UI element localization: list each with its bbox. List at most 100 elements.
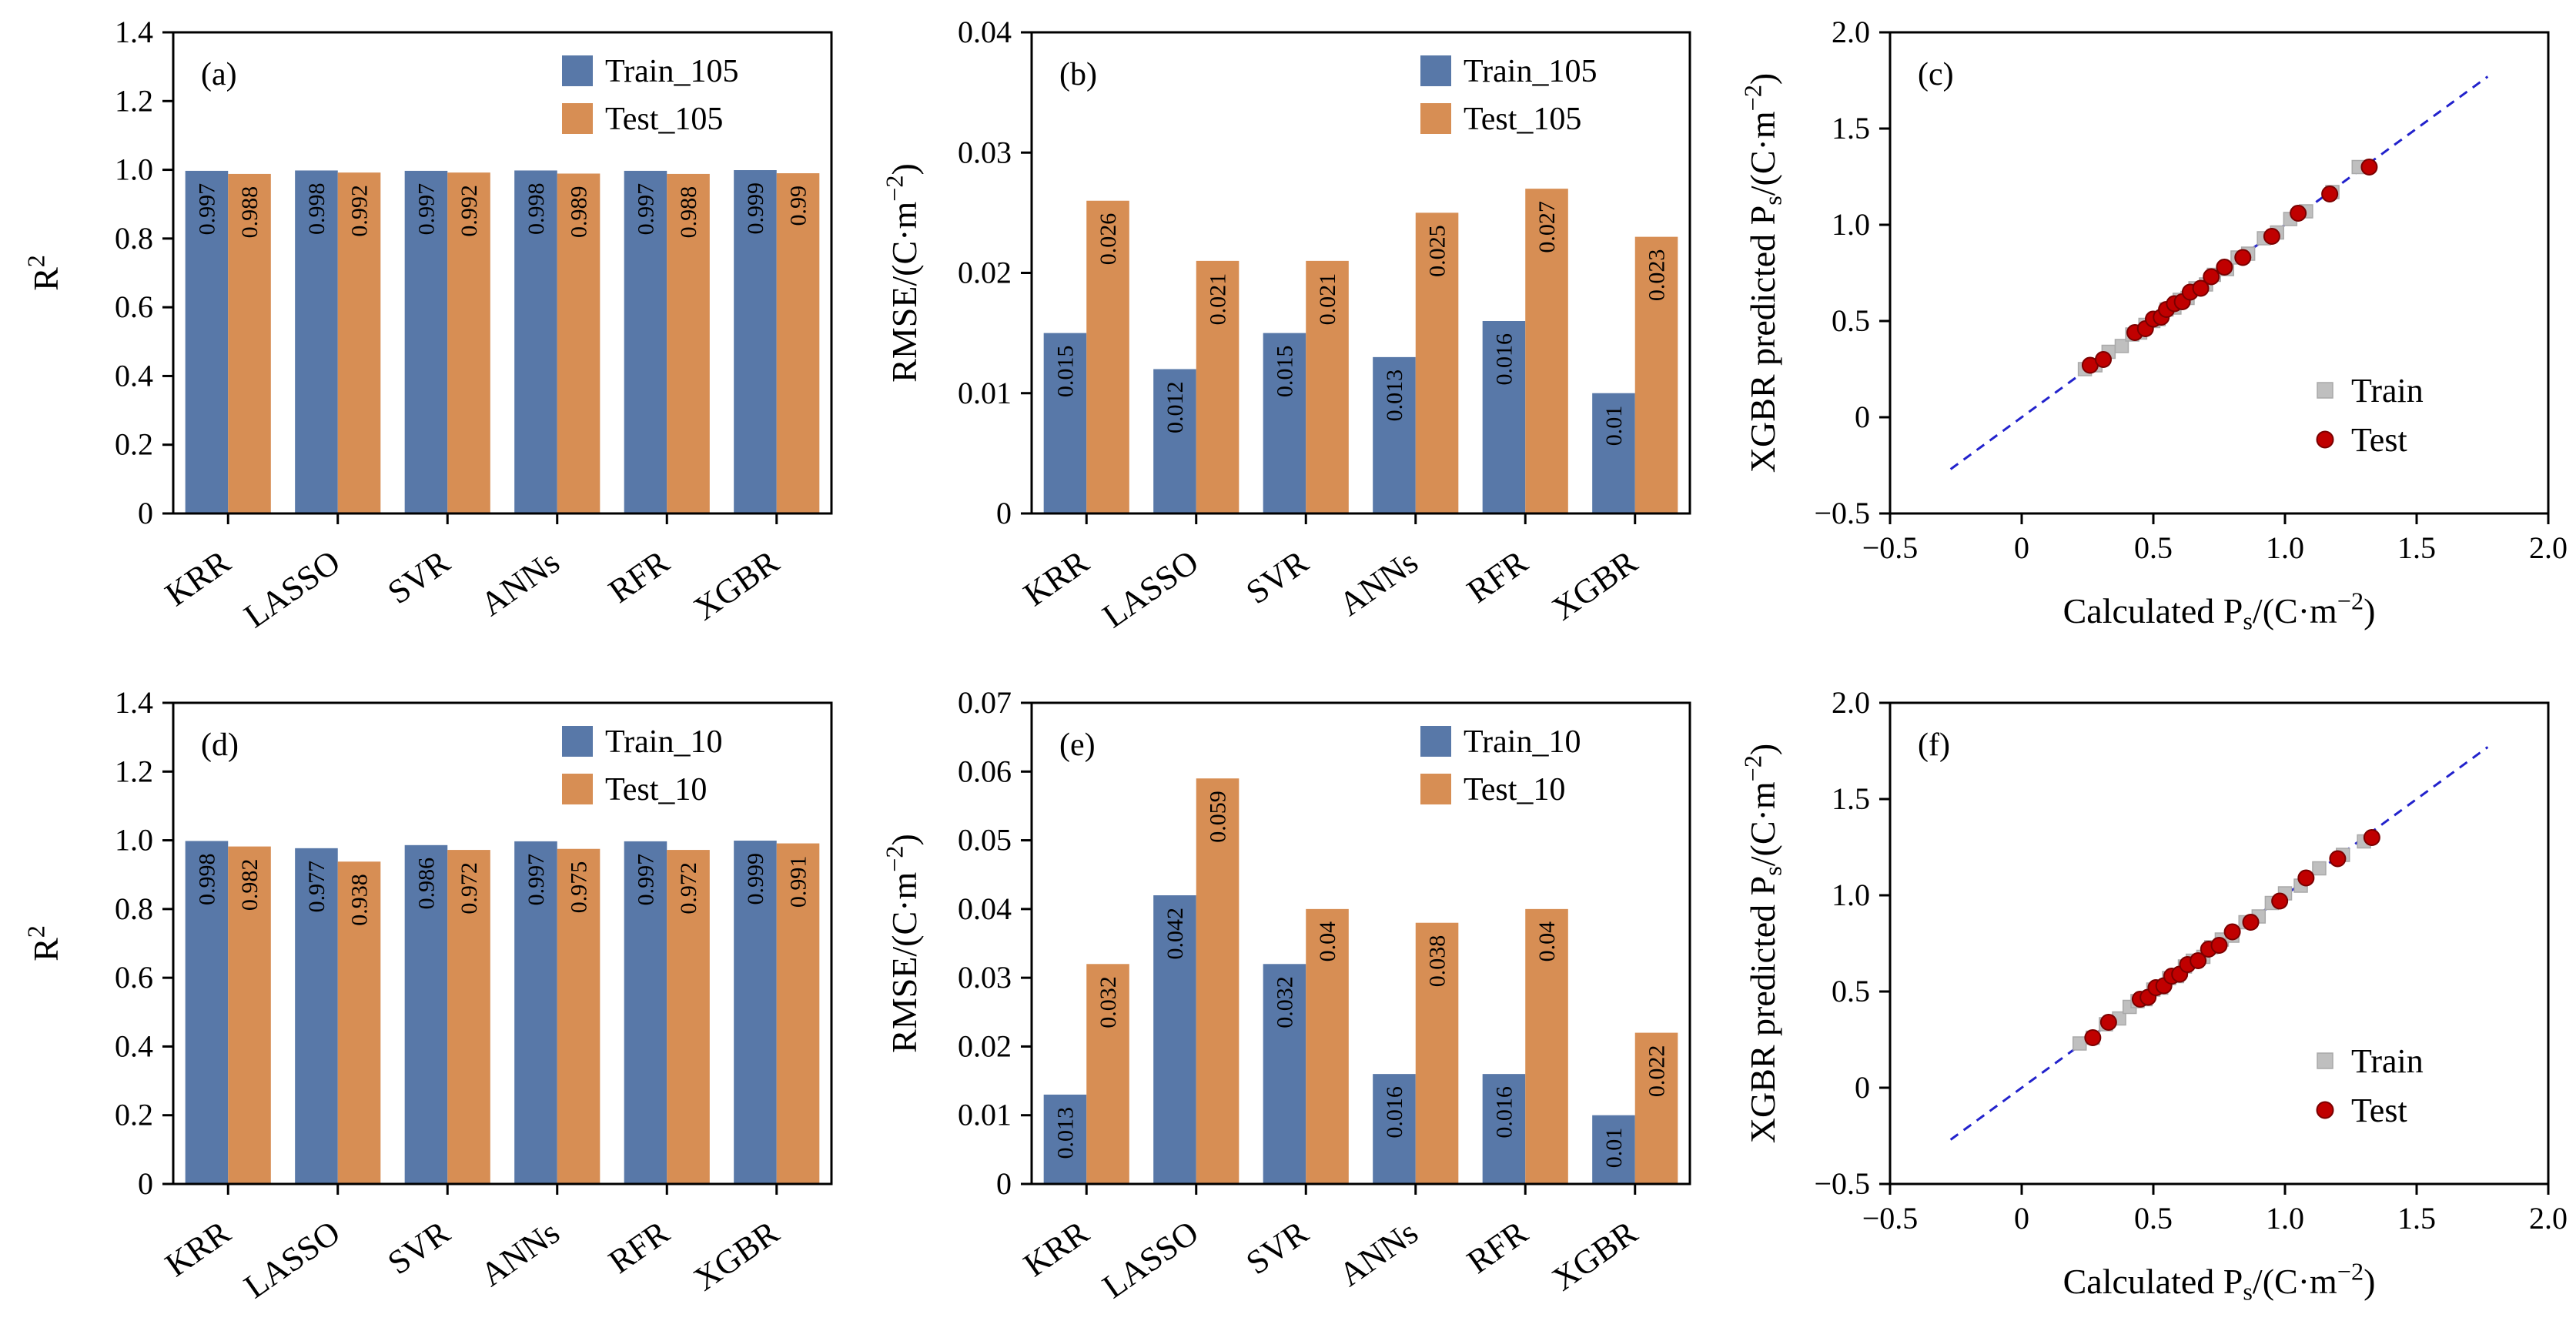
x-category-label: XGBR [687, 543, 786, 628]
bar-Test_105-XGBR [1634, 236, 1678, 513]
panel-label: (f) [1918, 727, 1950, 763]
bar-value-label: 0.021 [1205, 273, 1230, 326]
y-tick-label: 0.5 [1832, 974, 1870, 1008]
panel-label: (a) [201, 57, 237, 92]
y-tick-label: 0.05 [958, 823, 1012, 858]
bar-Train_10-XGBR [1592, 1115, 1635, 1184]
marker-Train [2114, 339, 2129, 353]
y-tick-label: 0.02 [958, 1028, 1012, 1063]
y-tick-label: 1.0 [115, 152, 153, 187]
x-category-label: ANNs [1332, 543, 1424, 624]
marker-Test [2099, 1014, 2117, 1031]
bar-Train_105-SVR [1263, 333, 1306, 513]
bar-Test_10-LASSO [1196, 778, 1239, 1184]
y-tick-label: 0.03 [958, 960, 1012, 995]
bar-Test_10-RFR [1525, 908, 1568, 1184]
bar-value-label: 0.998 [304, 182, 330, 235]
bar-Train_105-LASSO [1153, 369, 1196, 513]
bar-value-label: 0.042 [1163, 908, 1188, 960]
marker-Test [2263, 228, 2280, 245]
y-tick-label: 0.5 [1832, 303, 1870, 338]
y-tick-label: 0 [1855, 1070, 1870, 1105]
marker-Test [2363, 829, 2380, 846]
y-tick-label: 1.5 [1832, 781, 1870, 816]
x-category-label: ANNs [473, 543, 566, 624]
x-category-label: SVR [1239, 1213, 1316, 1282]
bar-Test_10-XGBR [776, 843, 820, 1184]
bar-value-label: 0.972 [457, 862, 482, 915]
bar-Train_10-LASSO [295, 848, 338, 1184]
legend-label: Train_105 [1464, 54, 1597, 89]
bar-value-label: 0.025 [1424, 225, 1450, 277]
bar-Train_105-ANNs [514, 170, 557, 513]
y-tick-label: 2.0 [1832, 685, 1870, 720]
legend-label: Train_10 [1464, 724, 1581, 760]
x-tick-label: −0.5 [1862, 1201, 1919, 1236]
legend-label: Test_10 [605, 772, 707, 808]
x-tick-label: 2.0 [2529, 1201, 2568, 1236]
y-tick-label: 0.07 [958, 685, 1012, 720]
x-category-label: RFR [602, 543, 677, 610]
legend-swatch [562, 726, 593, 757]
bar-value-label: 0.977 [304, 861, 330, 913]
marker-Test [2203, 268, 2220, 286]
bar-Train_10-XGBR [734, 841, 777, 1184]
legend-marker-Train [2317, 382, 2333, 399]
x-category-label: KRR [1017, 543, 1096, 614]
fit-line [1949, 75, 2489, 470]
bar-Train_10-SVR [404, 844, 448, 1184]
marker-Test [2084, 1029, 2102, 1046]
x-category-label: KRR [1017, 1213, 1096, 1284]
bar-value-label: 0.972 [676, 862, 701, 915]
x-tick-label: −0.5 [1862, 530, 1919, 565]
bar-value-label: 0.986 [413, 858, 439, 910]
panel-e: 0 0.01 0.02 0.03 0.04 0.05 0.06 0.07 KRR LASSO SVR… [858, 670, 1717, 1341]
legend-swatch [1420, 55, 1451, 86]
bar-Train_105-XGBR [734, 170, 777, 513]
bar-Test_105-SVR [447, 172, 490, 513]
bar-value-label: 0.992 [457, 185, 482, 237]
x-tick-label: 0 [2014, 530, 2029, 565]
legend-swatch [1420, 103, 1451, 134]
y-tick-label: 1.0 [1832, 207, 1870, 242]
marker-Test [2192, 279, 2210, 297]
bar-value-label: 0.012 [1163, 382, 1188, 434]
panel-c: −0.5 −0.5 0 0 0.5 0.5 1.0 1.0 1.5 1.5 2.0 2.0 (c) Tra… [1717, 0, 2575, 670]
bar-value-label: 0.027 [1534, 201, 1560, 253]
bar-value-label: 0.989 [566, 186, 591, 238]
y-tick-label: 0.04 [958, 891, 1012, 926]
chart-a: 0 0.2 0.4 0.6 0.8 1.0 1.2 1.4 KRR LASSO SVR ANNs RFR… [22, 15, 833, 635]
x-category-label: ANNs [1332, 1213, 1424, 1294]
x-category-label: XGBR [687, 1213, 786, 1299]
marker-Train [2072, 1036, 2087, 1051]
bar-value-label: 0.026 [1096, 213, 1121, 266]
bar-Test_105-KRR [1086, 200, 1129, 513]
x-category-label: RFR [1460, 1213, 1535, 1281]
y-tick-label: 0.03 [958, 135, 1012, 169]
marker-Test [2360, 159, 2378, 176]
legend-swatch [562, 774, 593, 804]
panel-label: (e) [1059, 727, 1096, 763]
bar-value-label: 0.997 [633, 854, 658, 905]
marker-Test [2242, 914, 2260, 931]
y-tick-label: 0.06 [958, 754, 1012, 788]
y-axis-label: R2 [22, 925, 65, 961]
legend-label: Train_10 [605, 724, 722, 760]
x-category-label: SVR [381, 543, 457, 612]
bar-Train_10-ANNs [1373, 1074, 1416, 1184]
y-axis-label: RMSE/(C·m−2) [881, 834, 924, 1053]
bar-value-label: 0.938 [346, 874, 372, 926]
bar-value-label: 0.991 [785, 856, 811, 908]
bar-value-label: 0.015 [1272, 346, 1297, 398]
marker-Test [2216, 259, 2233, 276]
bar-Test_105-ANNs [557, 173, 601, 513]
bar-value-label: 0.021 [1315, 273, 1340, 326]
y-axis-label: R2 [22, 255, 65, 291]
x-category-label: LASSO [237, 543, 346, 635]
chart-e: 0 0.01 0.02 0.03 0.04 0.05 0.06 0.07 KRR LASSO SVR… [881, 685, 1691, 1306]
x-category-label: SVR [1239, 543, 1316, 612]
x-tick-label: 0.5 [2134, 1201, 2173, 1236]
bar-Train_105-SVR [404, 170, 448, 514]
bar-value-label: 0.99 [785, 186, 811, 226]
y-tick-label: 0.01 [958, 1098, 1012, 1132]
